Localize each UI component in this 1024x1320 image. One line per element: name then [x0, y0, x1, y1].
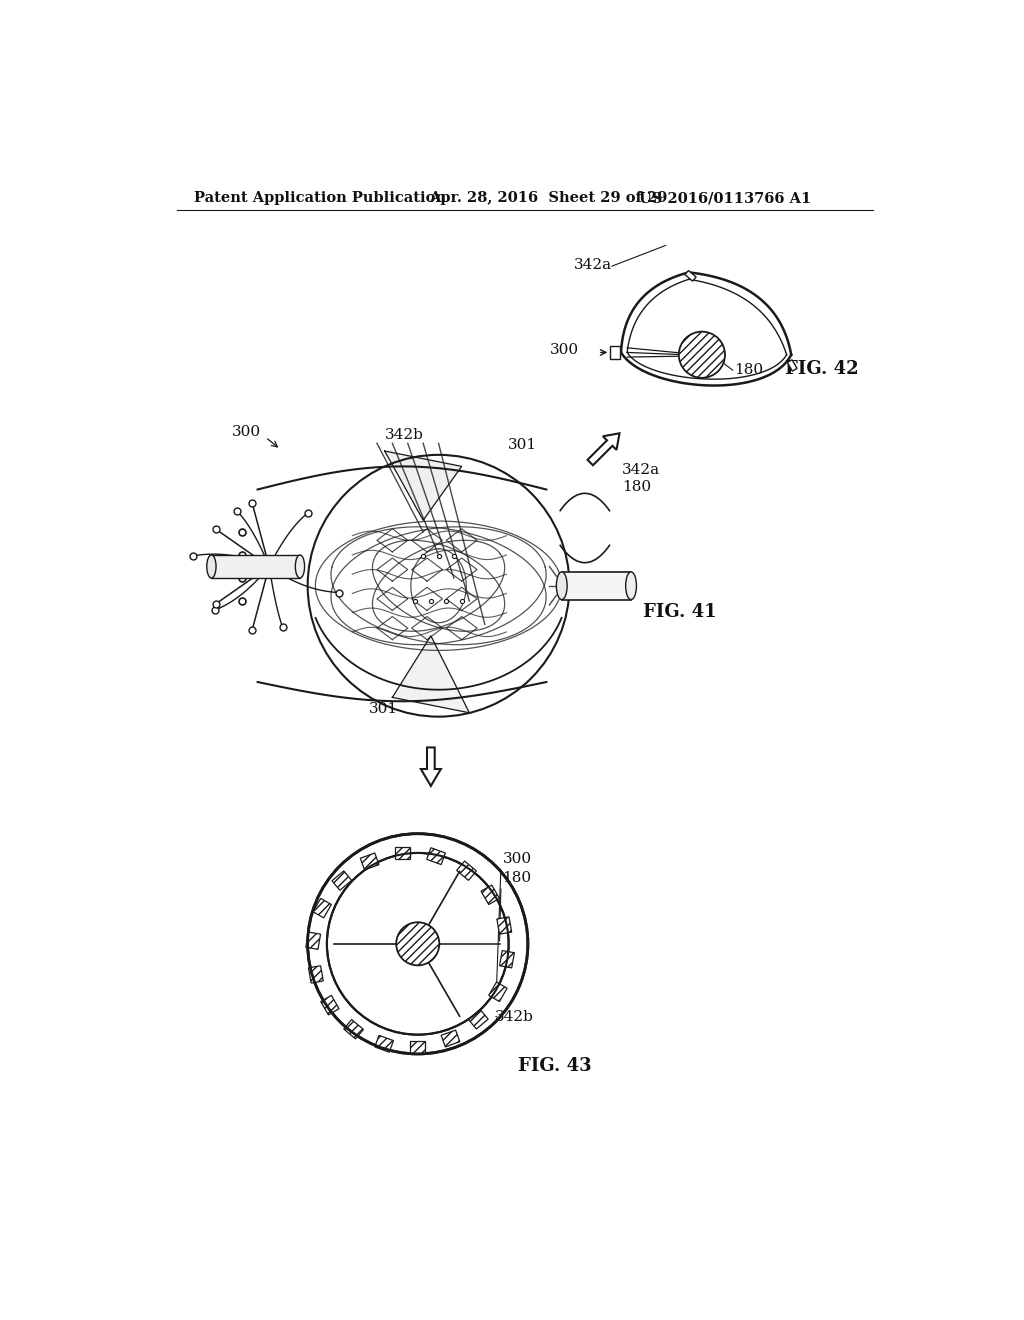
Text: FIG. 42: FIG. 42 — [785, 360, 859, 378]
Text: 300: 300 — [550, 343, 579, 356]
Bar — [787, 360, 797, 371]
Bar — [332, 871, 351, 890]
Polygon shape — [385, 451, 462, 520]
Circle shape — [679, 331, 725, 378]
Bar — [308, 966, 324, 983]
Text: 301: 301 — [370, 702, 398, 715]
Bar — [468, 1010, 488, 1030]
Bar — [313, 899, 332, 917]
Bar — [306, 932, 321, 949]
Text: FIG. 41: FIG. 41 — [643, 602, 716, 620]
Text: 180: 180 — [622, 480, 651, 494]
Text: US 2016/0113766 A1: US 2016/0113766 A1 — [639, 191, 811, 206]
Text: 342b: 342b — [384, 429, 423, 442]
Bar — [500, 950, 514, 968]
FancyArrow shape — [421, 747, 441, 785]
Bar — [610, 346, 621, 359]
Bar — [481, 884, 500, 904]
Bar — [685, 271, 696, 281]
Bar — [488, 982, 507, 1002]
Bar — [427, 847, 445, 865]
Text: 180: 180 — [503, 871, 531, 886]
Text: Apr. 28, 2016  Sheet 29 of 29: Apr. 28, 2016 Sheet 29 of 29 — [429, 191, 668, 206]
Circle shape — [327, 853, 509, 1035]
FancyArrow shape — [588, 433, 620, 465]
Text: 300: 300 — [232, 425, 261, 438]
Bar — [211, 554, 300, 578]
Text: 342a: 342a — [573, 257, 611, 272]
Text: Patent Application Publication: Patent Application Publication — [195, 191, 446, 206]
Bar — [562, 572, 631, 599]
Bar — [321, 995, 339, 1015]
Circle shape — [396, 923, 439, 965]
Bar — [360, 853, 379, 870]
Bar — [497, 917, 512, 935]
Text: 301: 301 — [508, 438, 537, 453]
Polygon shape — [392, 636, 469, 713]
Ellipse shape — [556, 572, 567, 599]
Bar — [375, 1035, 393, 1052]
Ellipse shape — [626, 572, 637, 599]
Bar — [394, 847, 410, 859]
Bar — [457, 861, 476, 880]
Text: 300: 300 — [503, 851, 531, 866]
Ellipse shape — [207, 554, 216, 578]
Text: 180: 180 — [734, 363, 763, 378]
Bar — [441, 1030, 460, 1047]
Bar — [344, 1019, 364, 1039]
Text: FIG. 43: FIG. 43 — [518, 1057, 592, 1074]
Text: 342b: 342b — [495, 1010, 534, 1024]
Ellipse shape — [295, 554, 304, 578]
Text: 342a: 342a — [622, 463, 659, 477]
Bar — [410, 1040, 425, 1053]
